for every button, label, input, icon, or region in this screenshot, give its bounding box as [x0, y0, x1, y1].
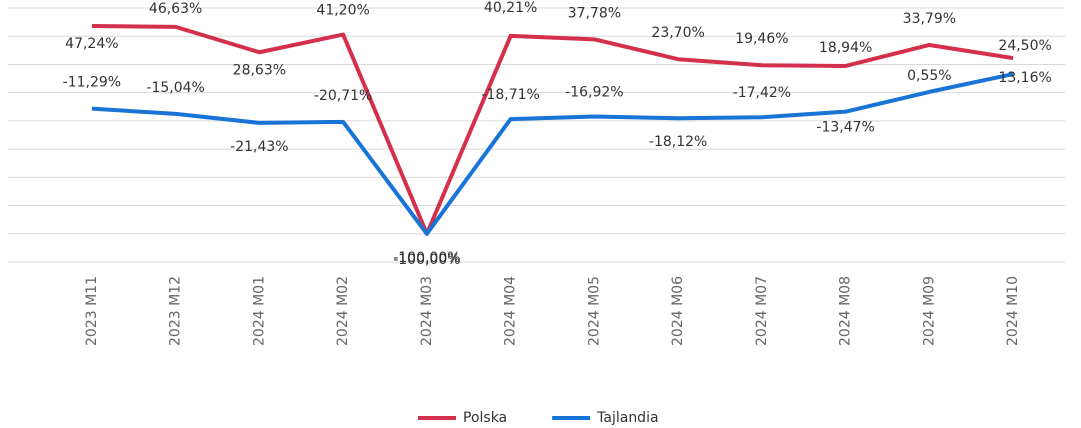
- data-label: 19,46%: [735, 31, 788, 47]
- legend-label: Polska: [463, 410, 507, 426]
- x-tick-label: 2024 M04: [503, 276, 519, 346]
- data-label: 40,21%: [484, 0, 537, 16]
- data-label: -15,04%: [146, 80, 204, 96]
- data-label: 46,63%: [149, 1, 202, 17]
- x-tick-label: 2024 M09: [921, 276, 937, 346]
- data-label: -100,00%: [393, 250, 460, 266]
- data-label: -21,43%: [230, 139, 288, 155]
- data-label: -13,47%: [816, 120, 874, 136]
- data-label: 24,50%: [998, 38, 1051, 54]
- data-label: 0,55%: [907, 68, 951, 84]
- data-label: 28,63%: [233, 62, 286, 78]
- series-line: [91, 24, 1014, 236]
- x-tick-label: 2024 M08: [838, 276, 854, 346]
- data-label: 13,16%: [998, 70, 1051, 86]
- x-tick-label: 2023 M12: [168, 276, 184, 346]
- data-label: 41,20%: [316, 3, 369, 19]
- data-label: -18,12%: [649, 134, 707, 150]
- data-label: 47,24%: [65, 36, 118, 52]
- x-tick-label: 2024 M06: [670, 276, 686, 346]
- legend-label: Tajlandia: [596, 410, 658, 426]
- data-label: -16,92%: [565, 85, 623, 101]
- x-tick-label: 2024 M05: [586, 276, 602, 346]
- data-label: 23,70%: [651, 25, 704, 41]
- data-label: -20,71%: [314, 88, 372, 104]
- data-label: -17,42%: [733, 85, 791, 101]
- x-tick-label: 2024 M10: [1005, 276, 1021, 346]
- x-tick-label: 2024 M01: [251, 276, 267, 346]
- data-label: 37,78%: [568, 5, 621, 21]
- data-label: -11,29%: [63, 75, 121, 91]
- x-tick-label: 2024 M03: [419, 276, 435, 346]
- x-tick-label: 2024 M02: [335, 276, 351, 346]
- data-label: 18,94%: [819, 40, 872, 56]
- data-label: -18,71%: [481, 87, 539, 103]
- x-tick-label: 2023 M11: [84, 276, 100, 346]
- series-line: [91, 72, 1014, 236]
- data-label: 33,79%: [903, 11, 956, 27]
- data-label: -100,00%: [393, 252, 460, 268]
- x-tick-label: 2024 M07: [754, 276, 770, 346]
